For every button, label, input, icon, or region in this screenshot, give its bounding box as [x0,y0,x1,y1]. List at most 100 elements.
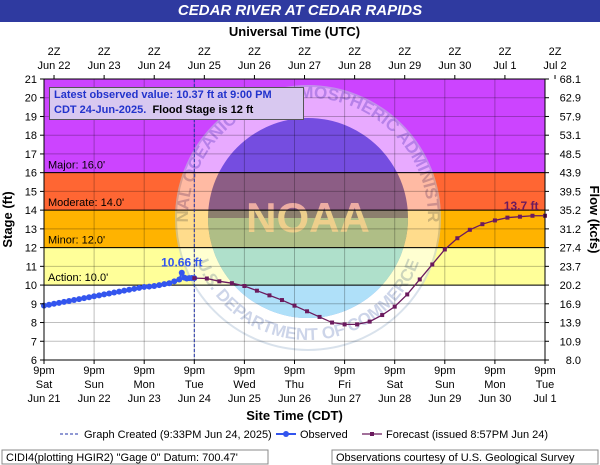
x-tick-label: Jun 24 [178,393,211,405]
top-tick-label: Jun 27 [288,60,321,72]
y2-tick-label: 13.9 [560,318,581,330]
y-tick-label: 6 [31,355,37,367]
top-tick-label: 2Z [198,46,211,58]
x-tick-label: Sun [435,379,455,391]
y2-tick-label: 43.9 [560,168,581,180]
y-tick-label: 17 [25,149,37,161]
forecast-point [392,304,397,309]
y-tick-label: 15 [25,186,37,198]
observed-point [146,283,153,290]
flood-stage-note: Flood Stage is 12 ft [152,104,254,116]
x-tick-label: Wed [233,379,255,391]
x-tick-label: 9pm [334,365,355,377]
forecast-point [305,309,310,314]
observed-point [81,295,88,302]
top-tick-label: 2Z [398,46,411,58]
y-tick-label: 8 [31,318,37,330]
forecast-point [517,214,522,219]
top-tick-label: 2Z [448,46,461,58]
footer-right-text: Observations courtesy of U.S. Geological… [336,452,575,464]
forecast-point [530,213,535,218]
y2-axis-title: Flow (kcfs) [587,186,600,254]
forecast-point [342,322,347,327]
y2-tick-label: 39.5 [560,186,581,198]
info-line-1: Latest observed value: 10.37 ft at 9:00 … [54,89,272,101]
x-tick-label: Tue [536,379,555,391]
x-tick-label: 9pm [284,365,305,377]
top-tick-label: Jun 24 [138,60,171,72]
top-tick-label: Jul 2 [543,60,566,72]
x-tick-label: Sat [36,379,53,391]
info-line-2: CDT 24-Jun-2025. [54,104,147,116]
legend-observed-marker [283,431,289,437]
axes [1,75,599,465]
observed-point [106,290,113,297]
observed-point [151,283,158,290]
x-tick-label: 9pm [133,365,154,377]
x-tick-label: 9pm [184,365,205,377]
y2-tick-label: 53.1 [560,130,581,142]
forecast-point [492,218,497,223]
legend-forecast-marker [370,432,374,436]
x-tick-label: Mon [133,379,154,391]
forecast-point [505,215,510,220]
title-bar: CEDAR RIVER AT CEDAR RAPIDS [0,0,600,22]
observed-point [131,285,138,292]
y2-tick-label: 57.9 [560,111,581,123]
x-axis-title: Site Time (CDT) [246,408,343,423]
x-tick-label: Jun 29 [428,393,461,405]
observed-point [91,293,98,300]
top-tick-label: 2Z [98,46,111,58]
legend-forecast-label: Forecast (issued 8:57PM Jun 24) [386,429,548,441]
y-tick-label: 18 [25,130,37,142]
y2-tick-label: 23.7 [560,261,581,273]
x-tick-label: 9pm [33,365,54,377]
observed-point [121,287,128,294]
y2-tick-label: 16.9 [560,299,581,311]
observed-point [66,297,73,304]
x-tick-label: Jun 30 [478,393,511,405]
observed-point [71,297,78,304]
forecast-point [367,319,372,324]
latest-observed-info-box: Latest observed value: 10.37 ft at 9:00 … [49,87,304,120]
x-tick-label: Fri [338,379,351,391]
forecast-point [192,276,197,281]
chart-text: Action: 10.0' Minor: 12.0' Moderate: 14.0'… [0,24,600,464]
top-tick-label: Jun 28 [338,60,371,72]
observed-point [111,289,118,296]
y-tick-label: 11 [26,261,37,273]
x-tick-label: Jun 21 [27,393,60,405]
x-tick-label: 9pm [83,365,104,377]
x-tick-label: Sat [386,379,403,391]
forecast-point [229,281,234,286]
y-tick-label: 20 [25,93,37,105]
y2-tick-label: 35.2 [560,205,581,217]
y2-tick-label: 31.2 [560,224,581,236]
observed-point [166,280,173,287]
top-tick-label: Jun 30 [438,60,471,72]
watermark-lower-half [208,218,408,318]
forecast-peak-label: 13.7 ft [504,199,539,213]
forecast-point [442,247,447,252]
x-tick-label: Jun 25 [228,393,261,405]
top-tick-label: 2Z [498,46,511,58]
observed-point [141,283,148,290]
forecast-point [417,277,422,282]
observed-point [178,269,185,276]
x-tick-label: Jun 26 [278,393,311,405]
x-tick-label: Sun [84,379,104,391]
top-tick-label: 2Z [48,46,61,58]
observed-point [176,276,183,283]
x-tick-label: Jun 23 [128,393,161,405]
x-tick-label: 9pm [434,365,455,377]
observed-point [46,301,53,308]
y-tick-label: 13 [25,224,37,236]
top-tick-label: 2Z [248,46,261,58]
band-label: Action: 10.0' [48,272,108,284]
band-label: Major: 16.0' [48,160,105,172]
footer-left-box [1,449,269,465]
top-tick-label: 2Z [148,46,161,58]
observed-point [156,282,163,289]
legend-created-label: Graph Created (9:33PM Jun 24, 2025) [84,429,272,441]
y2-tick-label: 27.4 [560,243,581,255]
